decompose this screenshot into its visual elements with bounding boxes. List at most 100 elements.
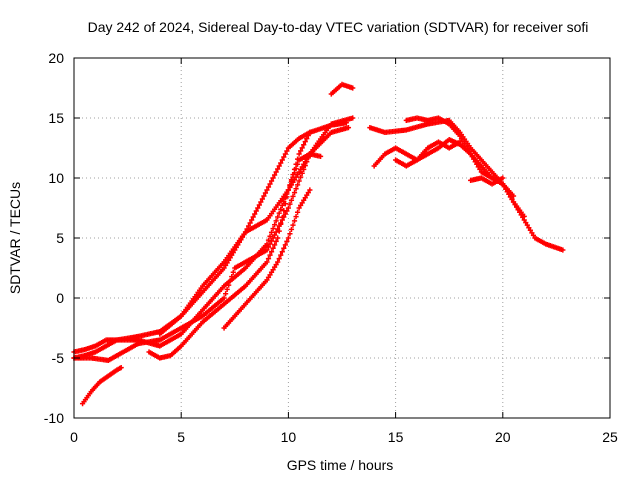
data-point [350, 115, 356, 121]
data-point [302, 139, 308, 145]
x-tick-label: 25 [602, 429, 618, 445]
data-point [279, 249, 285, 255]
data-point [281, 207, 287, 214]
data-point [264, 187, 270, 193]
data-point [275, 259, 281, 265]
data-point [258, 199, 264, 205]
data-point [261, 193, 267, 199]
data-point [276, 228, 282, 234]
data-point [288, 178, 295, 185]
data-point [296, 151, 302, 157]
data-point [293, 165, 299, 172]
data-point [223, 291, 229, 297]
x-axis-label: GPS time / hours [287, 457, 394, 473]
data-point [221, 295, 227, 301]
data-point [275, 214, 281, 220]
data-point [293, 186, 299, 192]
data-point [350, 85, 356, 91]
data-point [275, 235, 281, 241]
data-point [276, 255, 282, 262]
data-point [227, 278, 233, 284]
data-point [279, 214, 285, 221]
series-arc-i [367, 117, 566, 253]
data-point [281, 154, 287, 160]
x-tick-label: 20 [495, 429, 511, 445]
axis-ticks [73, 57, 611, 419]
data-point [267, 181, 273, 187]
data-point [249, 217, 255, 223]
data-point [262, 190, 269, 196]
data-point [273, 229, 279, 235]
data-point [224, 286, 230, 293]
data-point [265, 237, 272, 243]
y-tick-label: 5 [56, 230, 64, 246]
data-point [267, 252, 273, 258]
data-point [278, 206, 284, 212]
data-point [253, 208, 259, 214]
data-point [287, 183, 293, 189]
data-point [270, 175, 276, 181]
data-point [317, 153, 324, 159]
data-point [268, 178, 275, 184]
data-point [345, 125, 352, 131]
data-point [278, 221, 284, 227]
data-point [264, 247, 270, 253]
data-point [291, 189, 298, 196]
chart-title: Day 242 of 2024, Sidereal Day-to-day VTE… [88, 19, 589, 35]
data-point [290, 222, 296, 228]
data-point [272, 222, 278, 228]
data-point [278, 160, 284, 166]
x-tick-label: 0 [70, 429, 78, 445]
data-point [267, 241, 273, 247]
data-point [276, 163, 282, 169]
y-tick-label: 20 [48, 50, 64, 66]
data-point [282, 211, 288, 217]
x-tick-label: 10 [281, 429, 297, 445]
x-tick-label: 5 [177, 429, 185, 445]
data-point [273, 238, 279, 245]
data-point [268, 249, 275, 255]
data-point [229, 273, 235, 280]
series-arc-l [403, 115, 527, 219]
data-point [285, 235, 291, 241]
data-point [285, 205, 291, 211]
data-point [118, 365, 124, 371]
series-arc-c [71, 115, 356, 363]
data-point [270, 225, 276, 232]
data-point [226, 282, 232, 288]
data-point [290, 174, 296, 180]
data-point [284, 148, 290, 154]
data-point [296, 178, 302, 184]
data-point [265, 184, 272, 190]
series-arc-d [146, 129, 313, 361]
x-tick-label: 15 [388, 429, 404, 445]
data-point [294, 161, 301, 167]
data-point [265, 255, 272, 262]
data-point [282, 151, 288, 157]
data-point [287, 201, 293, 207]
data-point [294, 182, 301, 188]
data-point [272, 242, 278, 248]
y-axis-label: SDTVAR / TECUs [7, 182, 23, 294]
data-point [273, 218, 279, 224]
data-point [273, 169, 279, 175]
data-point [305, 132, 311, 139]
data-point [276, 210, 282, 216]
data-point [264, 259, 270, 265]
series-arc-f [79, 365, 124, 407]
data-point [259, 196, 265, 202]
data-point [307, 187, 313, 193]
y-tick-label: -5 [52, 350, 65, 366]
data-point [282, 201, 288, 207]
data-point [304, 159, 310, 165]
data-point [272, 232, 278, 238]
data-point [298, 174, 304, 180]
y-tick-label: 0 [56, 290, 64, 306]
data-point [298, 148, 304, 154]
data-point [302, 162, 308, 169]
data-point [299, 170, 305, 176]
data-point [304, 135, 310, 142]
data-point [301, 142, 307, 148]
data-point [278, 252, 284, 258]
